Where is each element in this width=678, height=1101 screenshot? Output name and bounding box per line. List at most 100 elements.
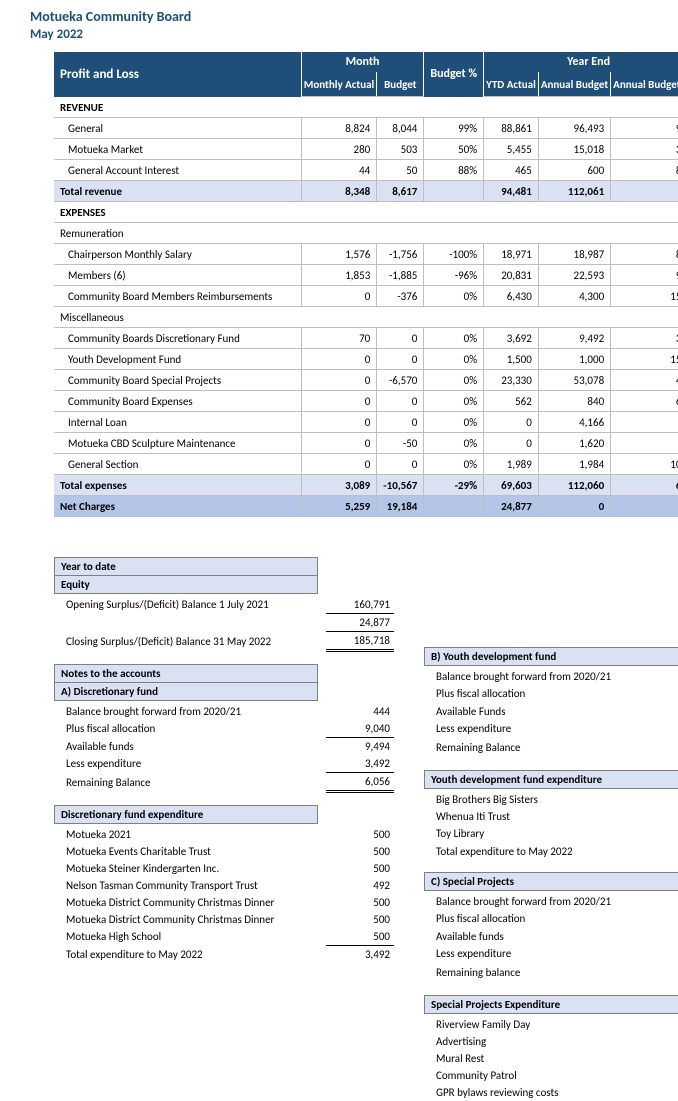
pl-row-label: General Account Interest	[54, 160, 301, 181]
pl-cell	[611, 181, 678, 202]
small-row-value: 9,494	[326, 738, 394, 756]
pl-cell: 0	[377, 349, 424, 370]
small-row-label: Riverview Family Day	[424, 1016, 678, 1033]
equity-row-value: 24,877	[326, 614, 394, 632]
pl-cell: 99%	[424, 118, 484, 139]
pl-cell: 150	[611, 349, 678, 370]
equity-row-label: Opening Surplus/(Deficit) Balance 1 July…	[54, 596, 326, 614]
small-row-label: Remaining Balance	[54, 773, 326, 792]
col-annual-budget-pct: Annual Budget %	[611, 72, 678, 97]
small-row-label: Community Patrol	[424, 1067, 678, 1084]
pl-cell: 35	[611, 328, 678, 349]
pl-cell: 465	[484, 160, 539, 181]
pl-subsection-header: Remuneration	[54, 223, 678, 244]
pl-cell: 0	[377, 328, 424, 349]
pl-cell: 0	[301, 454, 377, 475]
pl-cell: 503	[377, 139, 424, 160]
notes-title: Notes to the accounts	[54, 664, 318, 683]
pl-cell: 88,861	[484, 118, 539, 139]
pl-row-label: Motueka Market	[54, 139, 301, 160]
pl-row-label: Community Board Expenses	[54, 391, 301, 412]
small-row-value: 9,040	[326, 720, 394, 738]
left-column: Year to date Equity Opening Surplus/(Def…	[54, 545, 394, 963]
pl-cell: 15,018	[538, 139, 610, 160]
youth-fund-title: B) Youth development fund	[424, 647, 678, 666]
small-row-label: Motueka Steiner Kindergarten Inc.	[54, 860, 326, 877]
pl-cell: 0	[377, 391, 424, 412]
col-monthly-actual: Monthly Actual	[301, 72, 377, 97]
small-row-value: 500	[326, 860, 394, 877]
small-row-label: Remaining Balance	[424, 738, 678, 757]
pl-row-label: General	[54, 118, 301, 139]
pl-table-wrap: Profit and Loss Month Budget % Year End …	[54, 52, 678, 517]
pl-cell: 4,300	[538, 286, 610, 307]
pl-cell: 0%	[424, 454, 484, 475]
col-ytd-actual: YTD Actual	[484, 72, 539, 97]
small-row-value: 444	[326, 703, 394, 720]
small-row-value: 6,056	[326, 773, 394, 792]
small-row-value: 500	[326, 826, 394, 843]
disc-exp-title: Discretionary fund expenditure	[54, 805, 318, 824]
pl-cell: 69,603	[484, 475, 539, 496]
small-row-value: 500	[326, 911, 394, 928]
pl-row-label: Chairperson Monthly Salary	[54, 244, 301, 265]
pl-cell: 0	[301, 391, 377, 412]
pl-cell: -10,567	[377, 475, 424, 496]
pl-cell: 0	[301, 370, 377, 391]
small-row-label: Available Funds	[424, 703, 678, 721]
col-group-year: Year End	[484, 52, 678, 72]
small-row-label: Advertising	[424, 1033, 678, 1050]
small-row-label: Plus fiscal allocation	[54, 720, 326, 738]
special-table: Balance brought forward from 2020/21102,…	[424, 893, 678, 983]
disc-exp-table: Motueka 2021500Motueka Events Charitable…	[54, 826, 394, 963]
pl-cell: -100%	[424, 244, 484, 265]
right-column: B) Youth development fund Balance brough…	[424, 635, 678, 1101]
pl-cell: 0	[301, 412, 377, 433]
pl-row-label: Net Charges	[54, 496, 301, 517]
special-exp-section: Special Projects Expenditure Riverview F…	[424, 995, 678, 1101]
pl-cell: 0%	[424, 412, 484, 433]
small-row-label: Balance brought forward from 2020/21	[54, 703, 326, 720]
pl-cell: 1,576	[301, 244, 377, 265]
col-budget-pct: Budget %	[424, 52, 484, 97]
pl-cell: 36	[611, 139, 678, 160]
pl-cell: 0%	[424, 286, 484, 307]
pl-row-label: Total revenue	[54, 181, 301, 202]
pl-row-label: Internal Loan	[54, 412, 301, 433]
col-budget: Budget	[377, 72, 424, 97]
pl-cell: 1,989	[484, 454, 539, 475]
pl-cell: 5,259	[301, 496, 377, 517]
equity-table: Opening Surplus/(Deficit) Balance 1 July…	[54, 596, 394, 652]
pl-cell: 5,455	[484, 139, 539, 160]
pl-cell: 0%	[424, 370, 484, 391]
pl-section-header: REVENUE	[54, 97, 678, 118]
pl-cell: 50	[377, 160, 424, 181]
small-row-label: Remaining balance	[424, 963, 678, 982]
pl-cell: 0%	[424, 349, 484, 370]
pl-row-label: Total expenses	[54, 475, 301, 496]
youth-exp-title: Youth development fund expenditure	[424, 770, 678, 789]
pl-cell: 100	[611, 454, 678, 475]
disc-exp-section: Discretionary fund expenditure Motueka 2…	[54, 805, 394, 963]
pl-cell: 22,593	[538, 265, 610, 286]
pl-cell: 840	[538, 391, 610, 412]
pl-cell: 23,330	[484, 370, 539, 391]
page: Motueka Community Board May 2022 Profit …	[0, 0, 678, 1101]
pl-cell: -96%	[424, 265, 484, 286]
pl-cell: 20,831	[484, 265, 539, 286]
pl-cell: 562	[484, 391, 539, 412]
pl-cell: 0%	[424, 328, 484, 349]
small-row-value: 500	[326, 843, 394, 860]
pl-cell: 70	[301, 328, 377, 349]
pl-cell: 9,492	[538, 328, 610, 349]
small-row-value: 492	[326, 877, 394, 894]
small-row-label: Motueka High School	[54, 928, 326, 946]
pl-row-label: Community Board Members Reimbursements	[54, 286, 301, 307]
pl-cell: 80	[611, 160, 678, 181]
small-row-label: Total expenditure to May 2022	[424, 843, 678, 861]
pl-cell: 0	[377, 454, 424, 475]
pl-cell: 0	[301, 349, 377, 370]
pl-cell: 0%	[424, 391, 484, 412]
special-title: C) Special Projects	[424, 872, 678, 891]
small-row-label: Motueka District Community Christmas Din…	[54, 894, 326, 911]
